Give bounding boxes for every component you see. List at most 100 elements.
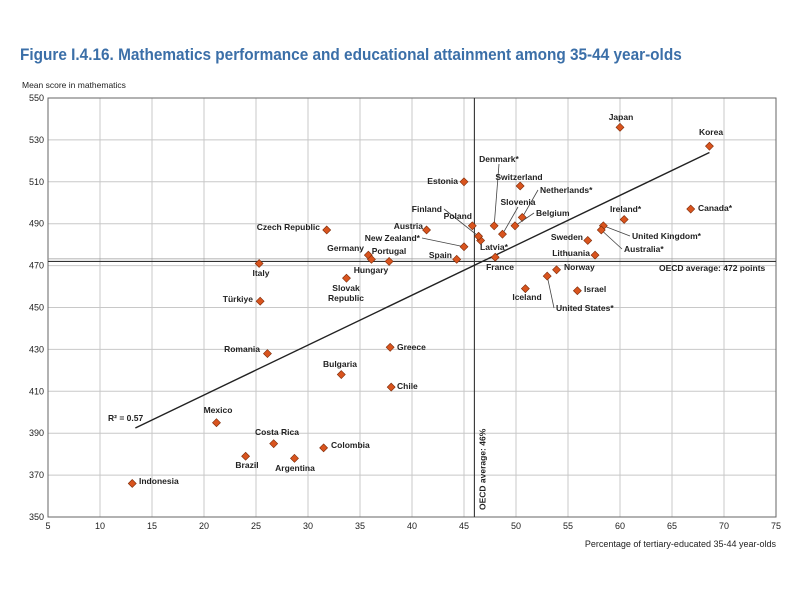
data-point xyxy=(615,122,625,132)
point-label: Korea xyxy=(699,127,723,137)
leader-line xyxy=(546,275,555,309)
y-tick-label: 430 xyxy=(29,344,44,354)
trend-line xyxy=(135,151,710,429)
y-tick-label: 510 xyxy=(29,177,44,187)
point-label: Norway xyxy=(564,262,595,272)
x-tick-label: 35 xyxy=(355,521,365,531)
x-tick-label: 65 xyxy=(667,521,677,531)
data-point xyxy=(367,254,376,264)
point-label: Türkiye xyxy=(223,294,254,304)
plot-frame xyxy=(47,97,777,518)
x-tick-label: 15 xyxy=(147,521,157,531)
oecd-average-y-label: OECD average: 472 points xyxy=(659,263,766,273)
data-point xyxy=(241,451,251,461)
point-label: Sweden xyxy=(551,232,583,242)
x-tick-label: 20 xyxy=(199,521,209,531)
data-point xyxy=(498,229,507,239)
point-label: Slovak Republic xyxy=(328,283,364,303)
point-label: Latvia* xyxy=(480,242,509,252)
point-label: New Zealand* xyxy=(365,233,421,243)
data-point xyxy=(467,221,477,231)
data-point xyxy=(520,284,530,294)
data-point xyxy=(596,225,606,235)
data-point xyxy=(263,349,272,359)
leader-line xyxy=(493,163,500,226)
point-label: Japan xyxy=(609,112,634,122)
point-label: Austria xyxy=(394,221,424,231)
y-tick-label: 350 xyxy=(29,512,44,522)
point-label: Slovenia xyxy=(501,197,536,207)
data-point xyxy=(572,286,582,296)
x-tick-label: 10 xyxy=(95,521,105,531)
point-label: Finland xyxy=(412,204,442,214)
leader-line xyxy=(603,225,631,237)
point-label: Mexico xyxy=(204,405,233,415)
data-point xyxy=(705,141,714,151)
x-tick-label: 5 xyxy=(45,521,50,531)
data-point xyxy=(269,439,279,449)
chart-title: Figure I.4.16. Mathematics performance a… xyxy=(20,46,682,64)
data-point xyxy=(452,254,462,264)
point-label: Spain xyxy=(429,250,452,260)
data-point xyxy=(542,271,552,281)
oecd-average-x-label: OECD average: 46% xyxy=(477,428,487,510)
leader-line xyxy=(502,206,519,235)
point-label: Hungary xyxy=(354,265,389,275)
data-point xyxy=(319,443,329,453)
data-point xyxy=(459,177,469,187)
point-label: Argentina xyxy=(275,463,315,473)
point-label: Australia* xyxy=(624,244,664,254)
point-label: Indonesia xyxy=(139,476,179,486)
point-label: Italy xyxy=(252,268,269,278)
data-point xyxy=(336,370,346,379)
point-label: Brazil xyxy=(235,460,258,470)
point-label: Switzerland xyxy=(495,172,542,182)
y-tick-label: 370 xyxy=(29,470,44,480)
x-tick-label: 60 xyxy=(615,521,625,531)
point-label: Estonia xyxy=(427,176,458,186)
point-label: Portugal xyxy=(372,246,406,256)
data-point xyxy=(255,296,265,306)
x-tick-label: 75 xyxy=(771,521,781,531)
point-label: Czech Republic xyxy=(257,222,321,232)
x-tick-label: 55 xyxy=(563,521,573,531)
point-label: Bulgaria xyxy=(323,359,357,369)
data-point xyxy=(474,231,483,241)
point-label: Germany xyxy=(327,243,364,253)
point-label: France xyxy=(486,262,514,272)
y-tick-label: 410 xyxy=(29,386,44,396)
point-label: Romania xyxy=(224,344,260,354)
point-label: United States* xyxy=(556,303,614,313)
data-point xyxy=(459,242,469,252)
y-tick-label: 550 xyxy=(29,93,44,103)
data-point xyxy=(517,212,527,222)
data-point xyxy=(322,225,332,235)
data-point xyxy=(515,181,525,191)
data-point xyxy=(510,221,520,231)
x-tick-label: 70 xyxy=(719,521,729,531)
y-tick-label: 450 xyxy=(29,303,44,313)
leader-line xyxy=(443,208,479,237)
point-label: Chile xyxy=(397,381,418,391)
x-tick-label: 30 xyxy=(303,521,313,531)
y-tick-label: 530 xyxy=(29,135,44,145)
x-tick-label: 50 xyxy=(511,521,521,531)
data-point xyxy=(422,225,431,235)
x-tick-label: 45 xyxy=(459,521,469,531)
point-label: Costa Rica xyxy=(255,427,299,437)
y-axis-label: Mean score in mathematics xyxy=(22,80,126,90)
y-tick-label: 470 xyxy=(29,261,44,271)
data-point xyxy=(127,479,137,488)
x-tick-label: 40 xyxy=(407,521,417,531)
point-label: Denmark* xyxy=(479,154,519,164)
data-point xyxy=(490,252,500,262)
leader-line xyxy=(514,212,535,227)
point-label: Canada* xyxy=(698,203,733,213)
data-point xyxy=(686,204,696,214)
data-point xyxy=(254,259,264,268)
data-point xyxy=(384,256,394,266)
point-label: Netherlands* xyxy=(540,185,593,195)
x-axis-label: Percentage of tertiary-educated 35-44 ye… xyxy=(585,539,777,549)
leader-line xyxy=(521,189,539,218)
